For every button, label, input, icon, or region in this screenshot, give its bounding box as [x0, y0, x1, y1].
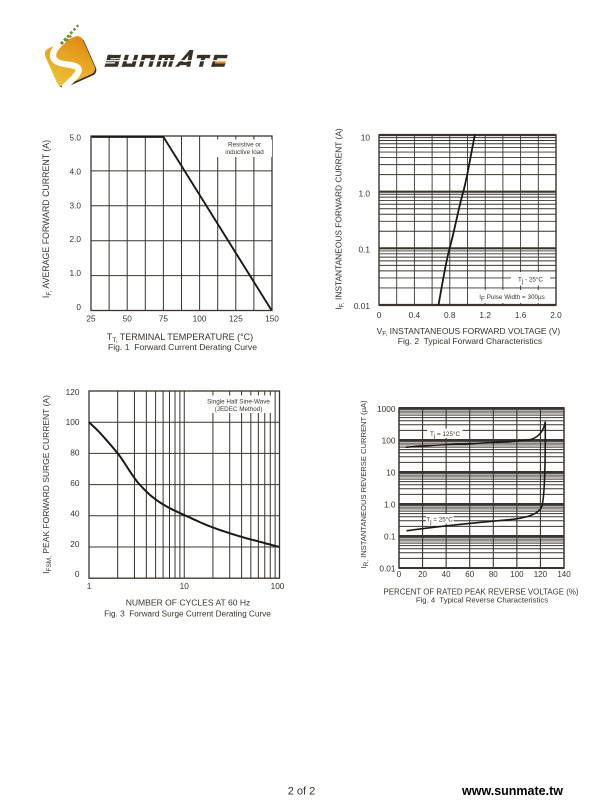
svg-text:0.4: 0.4	[409, 310, 421, 320]
svg-text:1.2: 1.2	[479, 310, 491, 320]
svg-text:25: 25	[86, 314, 96, 324]
svg-text:4.0: 4.0	[69, 166, 81, 176]
svg-text:Resistive or: Resistive or	[228, 141, 261, 148]
svg-text:100: 100	[271, 581, 285, 591]
svg-text:0.1: 0.1	[384, 532, 396, 542]
svg-text:TT, TERMINAL TEMPERATURE (°C): TT, TERMINAL TEMPERATURE (°C)	[107, 332, 253, 344]
svg-text:60: 60	[465, 570, 474, 579]
svg-text:inductive load: inductive load	[225, 149, 264, 156]
svg-text:0: 0	[397, 570, 402, 579]
svg-text:120: 120	[66, 387, 80, 397]
svg-text:100: 100	[382, 436, 396, 446]
svg-text:10: 10	[180, 581, 190, 591]
svg-text:NUMBER OF CYCLES AT 60 Hz: NUMBER OF CYCLES AT 60 Hz	[126, 598, 251, 608]
svg-text:PERCENT OF RATED PEAK REVERSE: PERCENT OF RATED PEAK REVERSE VOLTAGE (%…	[384, 588, 579, 597]
svg-text:10: 10	[386, 468, 396, 478]
svg-text:75: 75	[159, 314, 169, 324]
svg-text:Fig. 3 Forward Surge Current: Fig. 3 Forward Surge Current Derating Cu…	[104, 609, 271, 618]
svg-text:50: 50	[123, 314, 133, 324]
svg-text:www.sunmate.tw: www.sunmate.tw	[461, 784, 563, 798]
svg-text:80: 80	[489, 570, 498, 579]
svg-text:0: 0	[377, 310, 382, 320]
svg-text:0: 0	[75, 569, 80, 579]
svg-text:100: 100	[510, 570, 524, 579]
svg-text:Fig. 2 Typical Forward Charac: Fig. 2 Typical Forward Characteristics	[398, 336, 542, 346]
svg-text:100: 100	[66, 417, 80, 427]
svg-text:(JEDEC Method): (JEDEC Method)	[215, 406, 263, 413]
svg-text:140: 140	[557, 570, 571, 579]
svg-text:VF, INSTANTANEOUS FORWARD VOLT: VF, INSTANTANEOUS FORWARD VOLTAGE (V)	[377, 326, 561, 338]
svg-text:IF, AVERAGE FORWARD CURRENT (A: IF, AVERAGE FORWARD CURRENT (A)	[41, 140, 53, 298]
svg-text:100: 100	[193, 314, 207, 324]
svg-text:IFSM, PEAK FORWARD SURGE CURRE: IFSM, PEAK FORWARD SURGE CURRENT (A)	[41, 395, 53, 574]
svg-text:1.0: 1.0	[384, 500, 396, 510]
svg-text:0.1: 0.1	[358, 245, 370, 255]
svg-text:20: 20	[418, 570, 427, 579]
svg-text:150: 150	[265, 314, 279, 324]
svg-text:IR, INSTANTANEOUS REVERSE CURR: IR, INSTANTANEOUS REVERSE CURRENT (µA)	[359, 400, 370, 569]
svg-text:1.0: 1.0	[358, 189, 370, 199]
svg-text:0: 0	[76, 302, 81, 312]
svg-text:125: 125	[229, 314, 243, 324]
svg-text:IF Pulse Width = 300µs: IF Pulse Width = 300µs	[479, 294, 545, 303]
svg-text:20: 20	[70, 539, 80, 549]
svg-text:2.0: 2.0	[69, 234, 81, 244]
svg-text:80: 80	[70, 448, 80, 458]
svg-text:Fig. 1 Forward Current Derati: Fig. 1 Forward Current Derating Curve	[108, 342, 257, 352]
svg-text:1: 1	[87, 581, 92, 591]
svg-text:1.6: 1.6	[515, 310, 527, 320]
svg-text:Tj - 25°C: Tj - 25°C	[518, 275, 543, 285]
svg-text:120: 120	[534, 570, 548, 579]
svg-text:5.0: 5.0	[69, 133, 81, 143]
svg-text:1.0: 1.0	[69, 268, 81, 278]
svg-text:IF, INSTANTANEOUS FORWARD CURR: IF, INSTANTANEOUS FORWARD CURRENT (A)	[334, 128, 346, 310]
svg-text:2.0: 2.0	[550, 310, 562, 320]
svg-text:2 of 2: 2 of 2	[288, 786, 316, 798]
svg-text:0.8: 0.8	[444, 310, 456, 320]
svg-text:0.01: 0.01	[379, 564, 396, 574]
svg-text:Single Half Sine-Wave: Single Half Sine-Wave	[207, 398, 270, 405]
svg-text:40: 40	[442, 570, 451, 579]
svg-text:Fig. 4 Typical Reverse Charac: Fig. 4 Typical Reverse Characteristics	[416, 595, 548, 604]
svg-text:3.0: 3.0	[69, 200, 81, 210]
svg-text:Tj = 25°C: Tj = 25°C	[426, 516, 453, 526]
svg-text:1000: 1000	[377, 404, 396, 414]
svg-text:10: 10	[361, 133, 371, 143]
svg-text:40: 40	[70, 508, 80, 518]
svg-text:60: 60	[70, 478, 80, 488]
svg-text:Tj = 125°C: Tj = 125°C	[430, 430, 461, 440]
svg-text:0.01: 0.01	[354, 301, 371, 311]
